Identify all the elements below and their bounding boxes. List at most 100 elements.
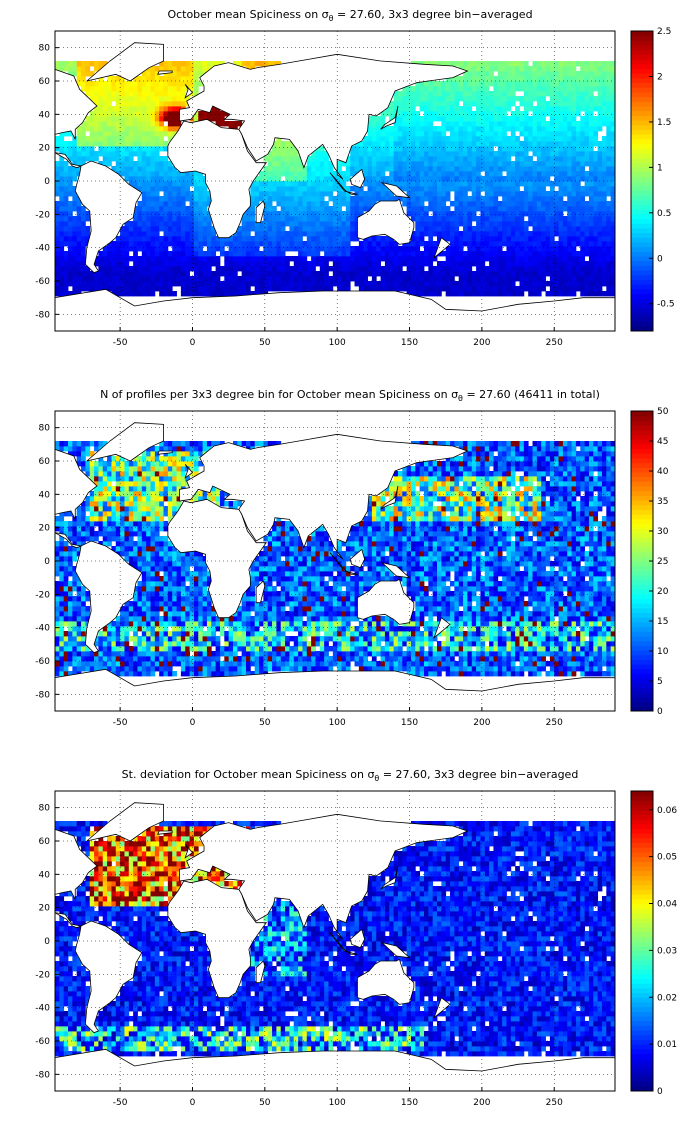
heatmap-cell xyxy=(549,206,555,212)
heatmap-cell xyxy=(306,176,312,182)
heatmap-cell xyxy=(567,91,572,97)
heatmap-cell xyxy=(519,176,525,182)
heatmap-cell xyxy=(146,186,151,192)
heatmap-cell xyxy=(536,251,542,257)
heatmap-cell xyxy=(389,146,395,152)
heatmap-cell xyxy=(358,151,364,157)
heatmap-cell xyxy=(523,281,529,287)
heatmap-cell xyxy=(124,286,130,292)
heatmap-cell xyxy=(410,116,416,122)
heatmap-cell xyxy=(484,221,490,227)
heatmap-cell xyxy=(133,291,138,297)
heatmap-cell xyxy=(94,91,99,97)
heatmap-cell xyxy=(98,441,104,447)
heatmap-cell xyxy=(610,206,616,212)
heatmap-cell xyxy=(302,261,308,267)
heatmap-cell xyxy=(167,121,173,127)
heatmap-cell xyxy=(289,246,295,252)
heatmap-cell xyxy=(502,106,507,112)
heatmap-cell xyxy=(450,116,455,122)
heatmap-cell xyxy=(601,116,607,122)
colorbar-frame xyxy=(630,30,654,332)
heatmap-cell xyxy=(367,236,373,242)
heatmap-cell xyxy=(554,261,559,267)
heatmap-cell xyxy=(89,271,95,277)
heatmap-cell xyxy=(102,531,108,537)
heatmap-cell xyxy=(410,231,416,237)
heatmap-cell xyxy=(593,141,599,147)
heatmap-cell xyxy=(493,281,499,287)
heatmap-cell xyxy=(59,221,65,227)
heatmap-cell xyxy=(601,111,607,117)
heatmap-cell xyxy=(476,246,481,252)
heatmap-cell xyxy=(423,196,429,202)
heatmap-cell xyxy=(163,106,169,112)
heatmap-cell xyxy=(450,111,455,117)
heatmap-cell xyxy=(489,176,494,182)
heatmap-cell xyxy=(571,191,577,197)
heatmap-cell xyxy=(541,221,546,227)
heatmap-cell xyxy=(72,281,78,287)
heatmap-cell xyxy=(506,236,512,242)
heatmap-cell xyxy=(120,286,125,292)
heatmap-cell xyxy=(72,216,78,222)
heatmap-cell xyxy=(571,111,577,117)
heatmap-cell xyxy=(311,186,316,192)
heatmap-cell xyxy=(315,271,321,277)
heatmap-cell xyxy=(55,516,60,522)
heatmap-cell xyxy=(154,176,160,182)
colorbar-tick-label: -0.5 xyxy=(657,300,675,310)
heatmap-cell xyxy=(502,121,507,127)
heatmap-cell xyxy=(94,126,99,132)
heatmap-cell xyxy=(450,121,455,127)
heatmap-cell xyxy=(467,216,473,222)
heatmap-cell xyxy=(259,241,264,247)
heatmap-cell xyxy=(489,131,494,137)
heatmap-cell xyxy=(59,586,65,592)
heatmap-cell xyxy=(532,71,538,77)
heatmap-cell xyxy=(536,131,542,137)
heatmap-cell xyxy=(81,511,86,517)
heatmap-cell xyxy=(202,191,208,197)
heatmap-cell xyxy=(588,216,594,222)
heatmap-cell xyxy=(497,116,503,122)
heatmap-cell xyxy=(354,226,360,232)
heatmap-cell xyxy=(480,266,486,272)
heatmap-cell xyxy=(363,166,368,172)
heatmap-cell xyxy=(285,161,290,167)
heatmap-cell xyxy=(519,286,525,292)
heatmap-cell xyxy=(133,211,138,217)
heatmap-cell xyxy=(423,141,429,147)
heatmap-cell xyxy=(415,146,421,152)
heatmap-cell xyxy=(467,166,473,172)
heatmap-cell xyxy=(85,281,91,287)
heatmap-cell xyxy=(406,166,412,172)
heatmap-cell xyxy=(532,291,538,297)
heatmap-cell xyxy=(341,261,347,267)
heatmap-cell xyxy=(111,96,117,102)
heatmap-cell xyxy=(371,121,377,127)
colorbar-segment xyxy=(631,284,653,290)
heatmap-cell xyxy=(489,251,494,257)
heatmap-cell xyxy=(423,181,429,187)
heatmap-cell xyxy=(55,641,60,647)
heatmap-cell xyxy=(124,101,130,107)
heatmap-cell xyxy=(454,76,460,82)
heatmap-cell xyxy=(63,541,69,547)
heatmap-cell xyxy=(141,141,147,147)
heatmap-cell xyxy=(133,171,138,177)
heatmap-cell xyxy=(497,211,503,217)
heatmap-cell xyxy=(484,216,490,222)
heatmap-cell xyxy=(380,171,386,177)
heatmap-cell xyxy=(432,191,438,197)
heatmap-cell xyxy=(575,181,581,187)
heatmap-cell xyxy=(423,221,429,227)
heatmap-cell xyxy=(410,186,416,192)
heatmap-cell xyxy=(76,461,82,467)
heatmap-cell xyxy=(280,226,286,232)
heatmap-cell xyxy=(63,441,69,447)
heatmap-cell xyxy=(480,256,486,262)
heatmap-cell xyxy=(98,516,104,522)
heatmap-cell xyxy=(367,261,373,267)
y-tick-label: -60 xyxy=(35,277,50,287)
